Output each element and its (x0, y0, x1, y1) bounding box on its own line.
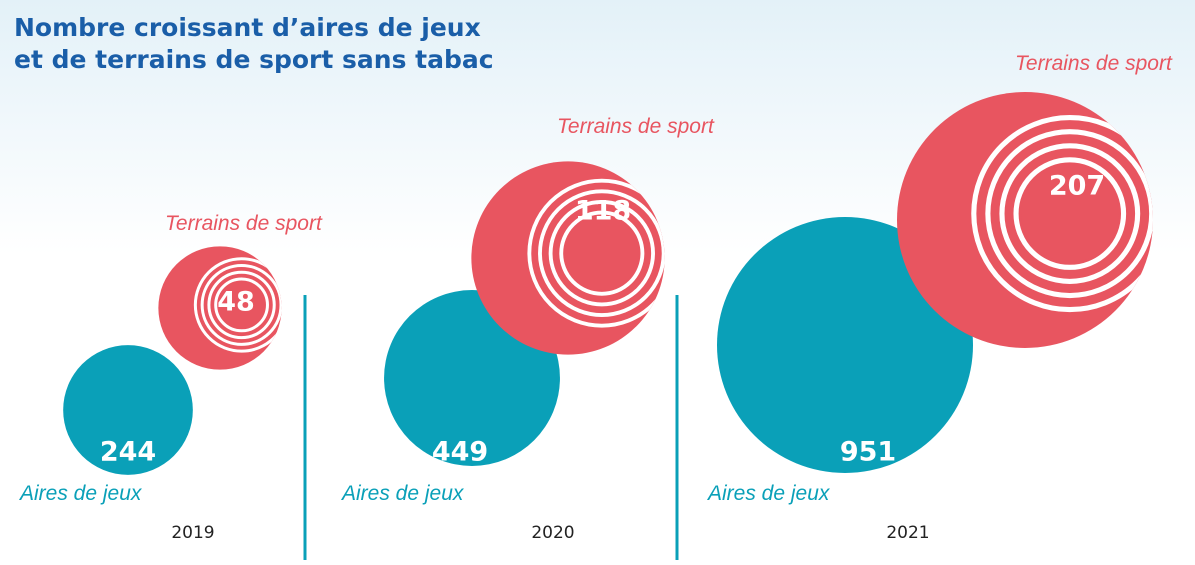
year-label: 2019 (171, 523, 214, 543)
series-label: Terrains de sport (1015, 52, 1173, 75)
track-line (214, 277, 269, 333)
track-line (999, 143, 1141, 285)
value-label: 207 (1049, 171, 1105, 202)
value-label: 244 (100, 437, 156, 468)
track-line (200, 263, 282, 346)
series-label: Aires de jeux (340, 482, 465, 505)
track-inner (565, 216, 639, 290)
track-line (538, 189, 665, 317)
bubble-group (158, 246, 282, 370)
chart-title: Nombre croissant d’aires de jeux et de te… (14, 13, 494, 74)
track-line (527, 178, 665, 328)
track-line (985, 129, 1153, 299)
bubble (717, 217, 973, 473)
bubble (63, 345, 193, 475)
series-label: Terrains de sport (165, 212, 323, 235)
year-label: 2021 (886, 523, 929, 543)
bubble-group (63, 345, 193, 475)
series-label: Aires de jeux (18, 482, 143, 505)
track-line (1013, 157, 1127, 270)
bubble-group (717, 217, 973, 473)
series-label: Aires de jeux (706, 482, 831, 505)
value-label: 449 (432, 437, 488, 468)
bubble-group (471, 161, 665, 355)
track-line (971, 115, 1153, 313)
value-label: 951 (840, 437, 896, 468)
track-line (548, 200, 655, 307)
bubble-group (897, 92, 1153, 348)
track-line (559, 210, 645, 296)
value-label: 48 (217, 287, 255, 318)
year-label: 2020 (531, 523, 574, 543)
track-line (193, 257, 282, 353)
track-inner (1021, 164, 1119, 263)
track-line (207, 270, 276, 340)
track-inner (218, 281, 265, 329)
series-label: Terrains de sport (557, 115, 715, 138)
value-label: 118 (575, 196, 631, 227)
